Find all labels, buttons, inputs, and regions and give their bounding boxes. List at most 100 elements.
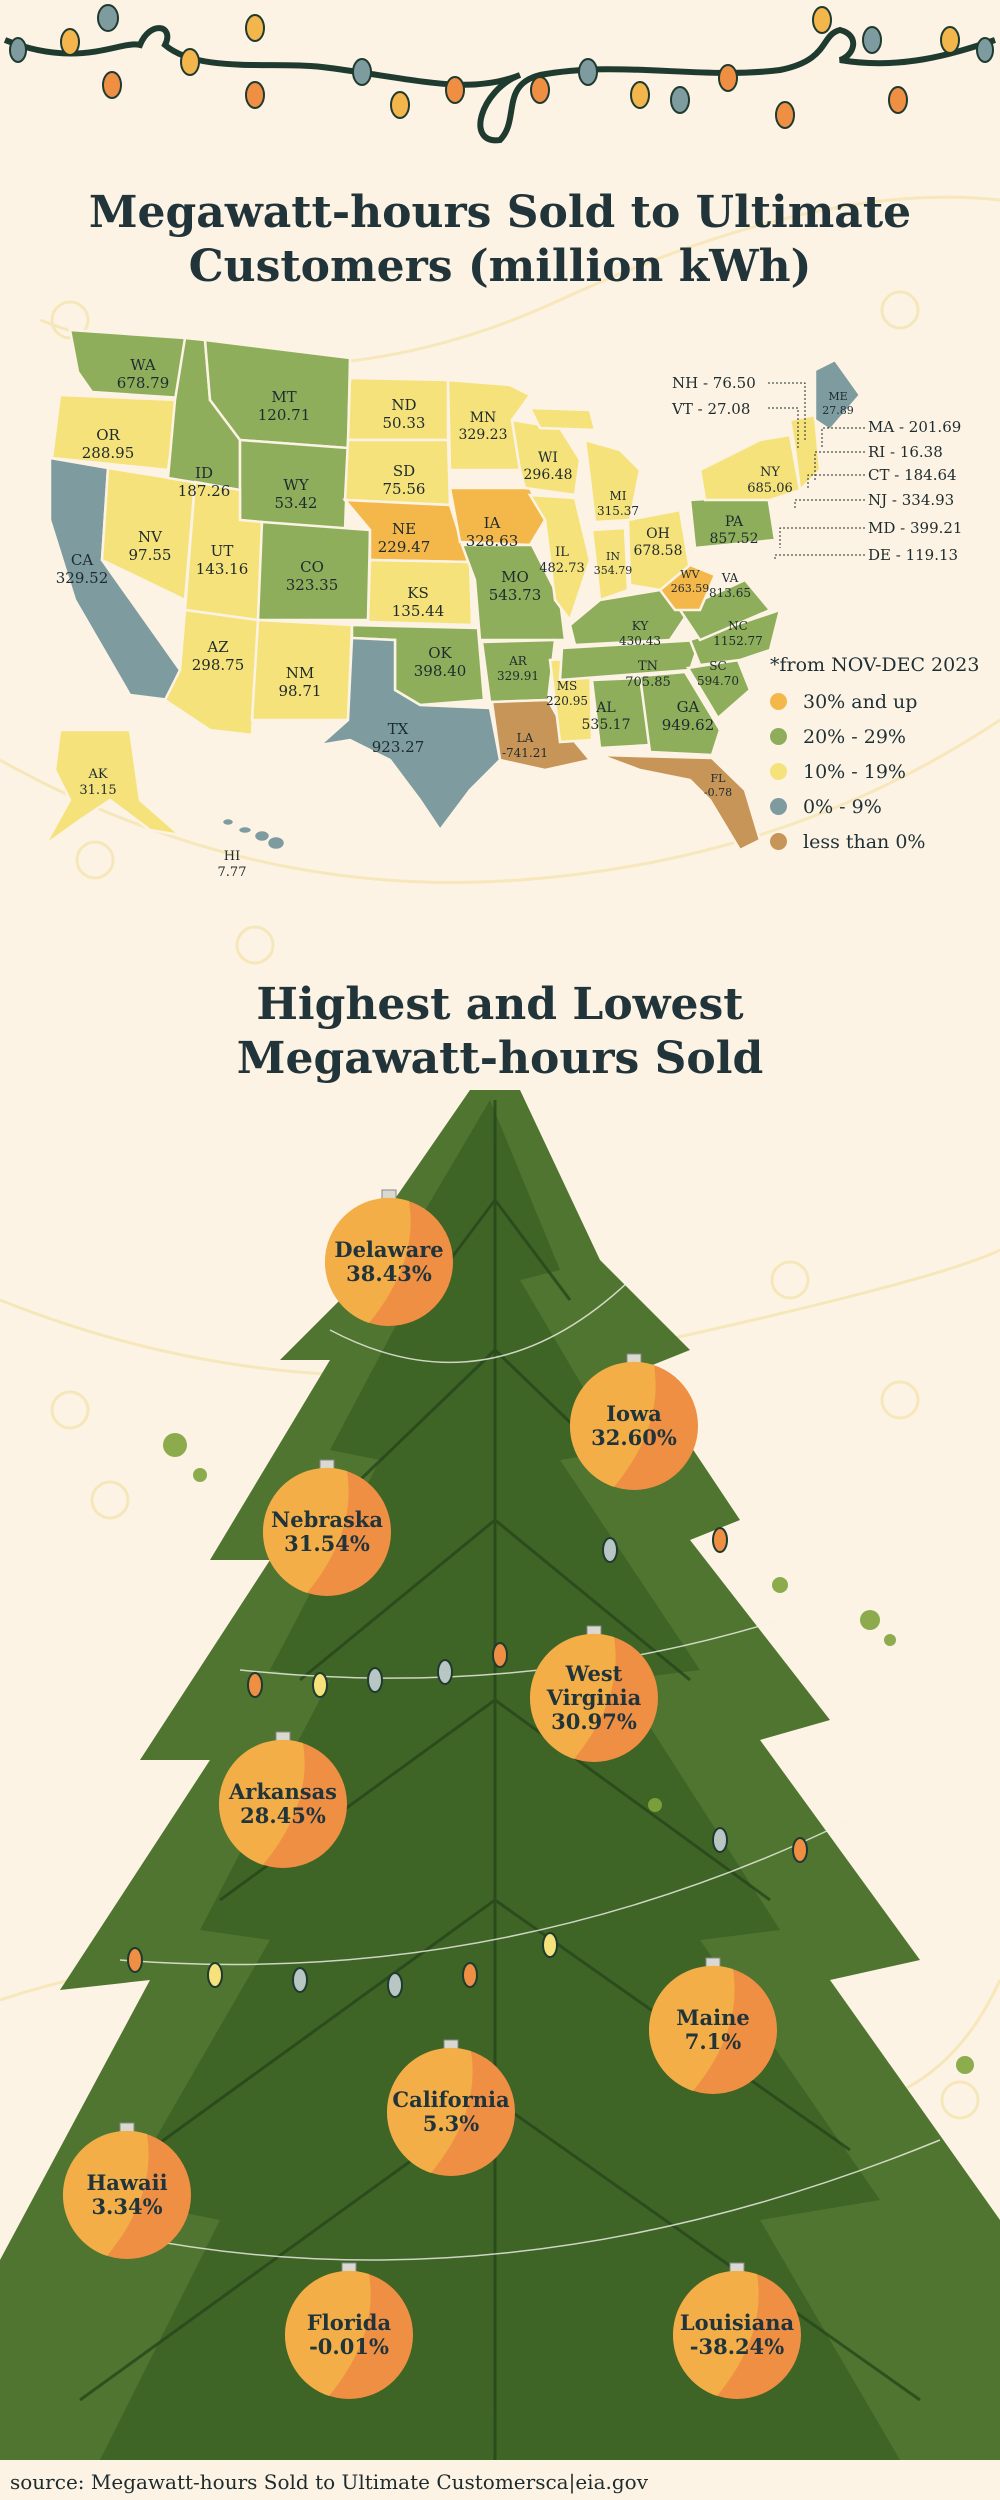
state-value-ga: 949.62 — [662, 716, 715, 734]
state-label-tx: TX — [388, 720, 409, 738]
state-shape-in — [590, 526, 630, 602]
state-value-pa: 857.52 — [710, 531, 759, 547]
legend-swatch — [770, 833, 787, 850]
state-value-ut: 143.16 — [196, 560, 249, 578]
legend-swatch — [770, 728, 787, 745]
state-label-ms: MS — [557, 679, 578, 693]
state-shape-ia — [448, 486, 547, 547]
state-label-il: IL — [555, 545, 569, 560]
state-label-ak: AK — [87, 767, 107, 782]
state-label-va: VA — [721, 571, 739, 585]
state-label-mn: MN — [470, 410, 497, 426]
state-label-fl: FL — [711, 772, 727, 785]
state-shape-hi — [220, 816, 287, 852]
legend-item: 20% - 29% — [770, 719, 979, 754]
callout-label: VT - 27.08 — [672, 400, 751, 418]
source-credit: source: Megawatt-hours Sold to Ultimate … — [10, 2470, 648, 2494]
state-value-in: 354.79 — [594, 564, 633, 577]
state-value-ne: 229.47 — [378, 538, 431, 556]
state-label-ca: CA — [71, 551, 93, 569]
state-value-ca: 329.52 — [56, 569, 109, 587]
state-label-nm: NM — [286, 664, 314, 682]
legend-swatch — [770, 693, 787, 710]
state-label-ut: UT — [211, 542, 234, 560]
state-value-ks: 135.44 — [392, 602, 445, 620]
state-label-ia: IA — [484, 514, 501, 532]
state-label-ne: NE — [392, 520, 416, 538]
ornament-state-name: Nebraska — [271, 1507, 383, 1532]
state-label-ok: OK — [428, 644, 452, 662]
state-value-va: 813.65 — [709, 586, 751, 600]
callout-label: MA - 201.69 — [868, 418, 962, 436]
state-shape-tx — [315, 636, 502, 833]
state-label-wv: WV — [680, 568, 700, 581]
ornament-percent: 30.97% — [551, 1709, 637, 1734]
state-value-ny: 685.06 — [747, 481, 793, 496]
state-value-id: 187.26 — [178, 482, 231, 500]
state-label-tn: TN — [638, 659, 658, 674]
state-value-wa: 678.79 — [117, 374, 170, 392]
legend-label: 10% - 19% — [803, 760, 906, 783]
state-label-ga: GA — [677, 698, 700, 716]
legend-item: 30% and up — [770, 684, 979, 719]
state-value-mt: 120.71 — [258, 406, 311, 424]
state-label-ks: KS — [407, 584, 428, 602]
state-label-mo: MO — [501, 568, 529, 586]
state-value-ia: 328.63 — [466, 532, 519, 550]
legend-label: 20% - 29% — [803, 725, 906, 748]
callout-label: NH - 76.50 — [672, 374, 756, 392]
state-label-in: IN — [606, 550, 620, 563]
state-label-wa: WA — [130, 356, 156, 374]
ornament-percent: 7.1% — [685, 2029, 742, 2054]
state-value-nc: 1152.77 — [713, 634, 763, 648]
ornament-percent: 3.34% — [91, 2194, 162, 2219]
state-value-ms: 220.95 — [546, 694, 588, 708]
state-shape-fl — [599, 753, 762, 852]
state-label-ar: AR — [508, 654, 528, 668]
callout-label: DE - 119.13 — [868, 546, 959, 564]
legend-item: 10% - 19% — [770, 754, 979, 789]
state-label-az: AZ — [206, 638, 228, 656]
state-label-oh: OH — [646, 526, 670, 542]
state-value-wy: 53.42 — [275, 494, 318, 512]
state-shape-ak — [43, 728, 185, 847]
legend-label: 0% - 9% — [803, 795, 882, 818]
state-label-id: ID — [195, 464, 213, 482]
string-lights-decoration — [3, 4, 996, 144]
ornament-louisiana: Louisiana-38.24% — [672, 2262, 801, 2399]
legend-swatch — [770, 763, 787, 780]
state-value-wv: 263.59 — [671, 582, 710, 595]
state-shape-la — [490, 698, 593, 772]
state-shape-me — [813, 358, 862, 432]
callout-label: NJ - 334.93 — [868, 491, 955, 509]
state-label-pa: PA — [725, 514, 744, 530]
map-title: Megawatt-hours Sold to Ultimate Customers… — [88, 187, 912, 292]
ornament-state-name: Florida — [307, 2310, 392, 2335]
ornament-percent: 38.43% — [346, 1261, 432, 1286]
state-label-sd: SD — [393, 462, 415, 480]
state-label-ny: NY — [760, 465, 780, 480]
ornament-percent: -38.24% — [690, 2334, 784, 2359]
state-label-hi: HI — [224, 849, 240, 864]
state-value-nm: 98.71 — [279, 682, 322, 700]
state-value-sc: 594.70 — [697, 674, 739, 688]
ornament-state-name: Hawaii — [86, 2170, 167, 2195]
ornament-state-name: Arkansas — [228, 1779, 337, 1804]
us-map — [43, 328, 862, 852]
ornament-percent: 32.60% — [591, 1425, 677, 1450]
state-label-la: LA — [517, 731, 534, 745]
legend-label: less than 0% — [803, 830, 926, 853]
legend-swatch — [770, 798, 787, 815]
state-value-sd: 75.56 — [383, 480, 426, 498]
map-legend: *from NOV-DEC 2023 30% and up 20% - 29% 10… — [770, 654, 979, 859]
state-label-sc: SC — [709, 659, 726, 673]
christmas-tree — [0, 1090, 1000, 2460]
ornament-state-name: California — [392, 2087, 510, 2112]
legend-item: 0% - 9% — [770, 789, 979, 824]
state-value-ak: 31.15 — [79, 783, 116, 798]
